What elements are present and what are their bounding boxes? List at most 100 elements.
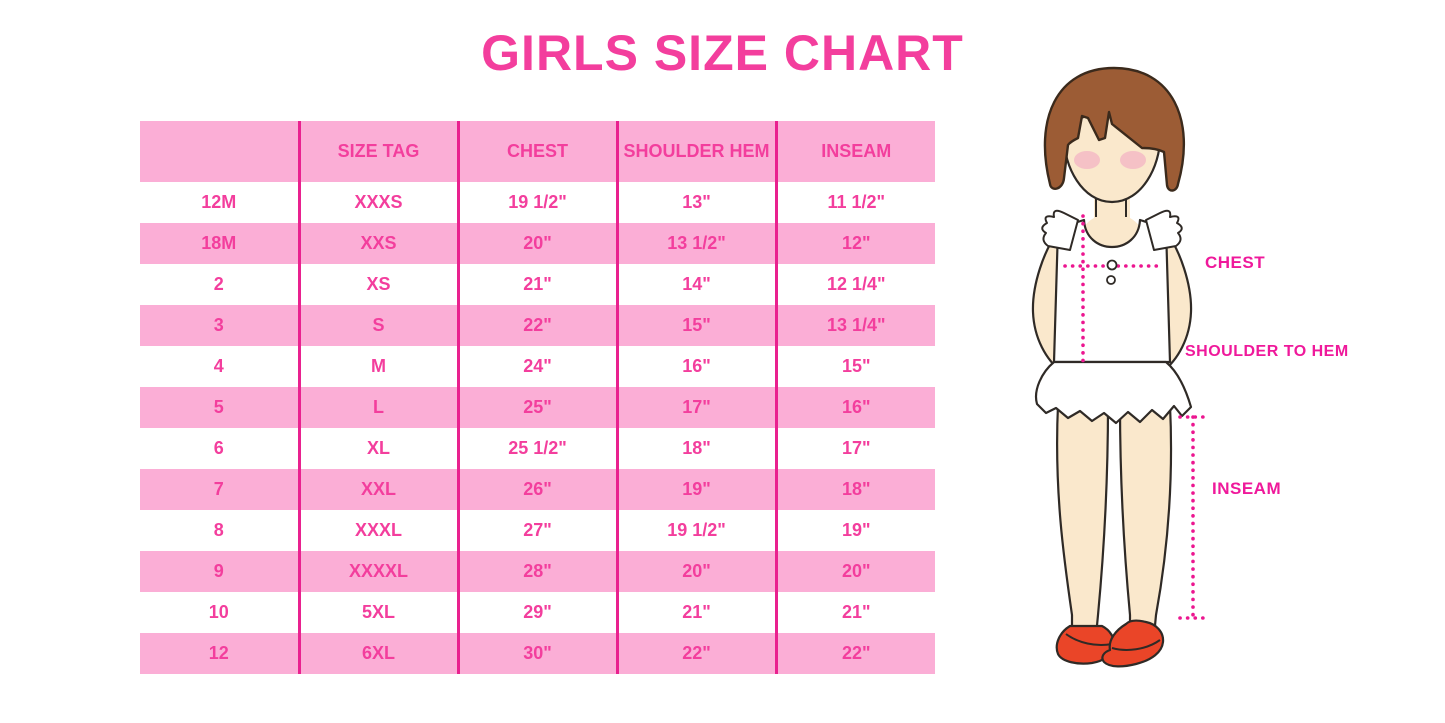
table-cell: XXL (297, 469, 458, 510)
hair (1043, 66, 1186, 192)
table-cell: 25 1/2" (456, 428, 617, 469)
table-cell: 9 (140, 551, 299, 592)
table-cell: 20" (774, 551, 935, 592)
table-cell: 22" (615, 633, 776, 674)
table-row: 8 XXXL 27" 19 1/2" 19" (140, 510, 935, 551)
table-cell: 24" (456, 346, 617, 387)
table-row: 12M XXXS 19 1/2" 13" 11 1/2" (140, 182, 935, 223)
table-row: 18M XXS 20" 13 1/2" 12" (140, 223, 935, 264)
left-blush (1074, 151, 1100, 169)
header-cell (140, 121, 299, 182)
table-cell: 8 (213, 520, 224, 540)
table-cell: 25" (456, 387, 617, 428)
table-row: 12 6XL 30" 22" 22" (140, 633, 935, 674)
table-cell: 21" (774, 592, 935, 633)
table-cell: XXXL (297, 510, 458, 551)
header-cell: SIZE TAG (297, 121, 458, 182)
table-cell: 13" (615, 182, 776, 223)
table-cell: 12 1/4" (774, 264, 935, 305)
table-cell: 15" (615, 305, 776, 346)
size-table: SIZE TAG CHEST SHOULDER HEM INSEAM 12M XXXS 1… (140, 121, 935, 674)
table-cell: 29" (456, 592, 617, 633)
table-cell: 14" (615, 264, 776, 305)
size-table-head-row: SIZE TAG CHEST SHOULDER HEM INSEAM (140, 121, 935, 182)
table-cell: 13 1/4" (774, 305, 935, 346)
table-cell: 7 (140, 469, 299, 510)
skirt-ruffle (1034, 360, 1193, 425)
size-table-body: 12M XXXS 19 1/2" 13" 11 1/2" 18M XXS 20" 13 1/2"… (140, 182, 935, 674)
table-cell: 17" (615, 387, 776, 428)
table-cell: 15" (774, 346, 935, 387)
table-cell: 17" (774, 428, 935, 469)
table-cell: 12M (201, 192, 237, 212)
table-row: 6 XL 25 1/2" 18" 17" (140, 428, 935, 469)
table-cell: 18" (774, 469, 935, 510)
table-cell: 28" (456, 551, 617, 592)
table-cell: 6XL (297, 633, 458, 674)
table-cell: 18M (140, 223, 299, 264)
table-row: 2 XS 21" 14" 12 1/4" (140, 264, 935, 305)
top-button-2 (1106, 275, 1116, 285)
table-cell: 16" (615, 346, 776, 387)
table-cell: 11 1/2" (774, 182, 935, 223)
inseam-label: INSEAM (1212, 479, 1282, 498)
size-table-head: SIZE TAG CHEST SHOULDER HEM INSEAM (140, 121, 935, 182)
table-cell: 18" (615, 428, 776, 469)
table-cell: 26" (456, 469, 617, 510)
shoulder-to-hem-label: SHOULDER TO HEM (1185, 343, 1349, 360)
girl-illustration (1020, 60, 1440, 680)
table-cell: 19" (774, 510, 935, 551)
table-row: 5 L 25" 17" 16" (140, 387, 935, 428)
table-cell: S (297, 305, 458, 346)
table-cell: 4 (213, 356, 224, 376)
table-row: 9 XXXXL 28" 20" 20" (140, 551, 935, 592)
right-shoe (1101, 619, 1165, 668)
table-cell: 22" (774, 633, 935, 674)
top-button-1 (1106, 259, 1118, 271)
header-cell: CHEST (456, 121, 617, 182)
table-cell: L (297, 387, 458, 428)
table-row: 7 XXL 26" 19" 18" (140, 469, 935, 510)
table-cell: M (297, 346, 458, 387)
table-cell: 20" (615, 551, 776, 592)
table-cell: XS (297, 264, 458, 305)
table-cell: 13 1/2" (615, 223, 776, 264)
table-cell: XXS (297, 223, 458, 264)
table-row: 3 S 22" 15" 13 1/4" (140, 305, 935, 346)
table-cell: XXXS (297, 182, 458, 223)
table-cell: 20" (456, 223, 617, 264)
left-leg (1056, 403, 1110, 638)
table-cell: 16" (774, 387, 935, 428)
right-shoe-strap (1111, 639, 1161, 651)
left-shoe-strap (1065, 633, 1113, 646)
table-cell: 12 (140, 633, 299, 674)
page-title: GIRLS SIZE CHART (481, 25, 964, 81)
right-shoulder-ruffle (1145, 209, 1183, 251)
table-cell: 5 (140, 387, 299, 428)
header-cell: INSEAM (774, 121, 935, 182)
table-cell: 19" (615, 469, 776, 510)
table-cell: 21" (456, 264, 617, 305)
table-cell: XXXXL (297, 551, 458, 592)
table-cell: XL (297, 428, 458, 469)
table-cell: 22" (456, 305, 617, 346)
right-leg (1118, 403, 1173, 638)
table-row: 10 5XL 29" 21" 21" (140, 592, 935, 633)
girl-figure-icon (1031, 66, 1209, 668)
chest-label: CHEST (1205, 253, 1266, 272)
table-cell: 12" (774, 223, 935, 264)
table-cell: 19 1/2" (615, 510, 776, 551)
table-cell: 10 (208, 602, 229, 622)
table-cell: 3 (140, 305, 299, 346)
table-cell: 27" (456, 510, 617, 551)
table-cell: 21" (615, 592, 776, 633)
table-row: 4 M 24" 16" 15" (140, 346, 935, 387)
table-cell: 5XL (297, 592, 458, 633)
left-shoulder-ruffle (1041, 209, 1079, 251)
right-blush (1120, 151, 1146, 169)
table-cell: 19 1/2" (456, 182, 617, 223)
table-cell: 6 (213, 438, 224, 458)
header-cell: SHOULDER HEM (615, 121, 776, 182)
table-cell: 30" (456, 633, 617, 674)
